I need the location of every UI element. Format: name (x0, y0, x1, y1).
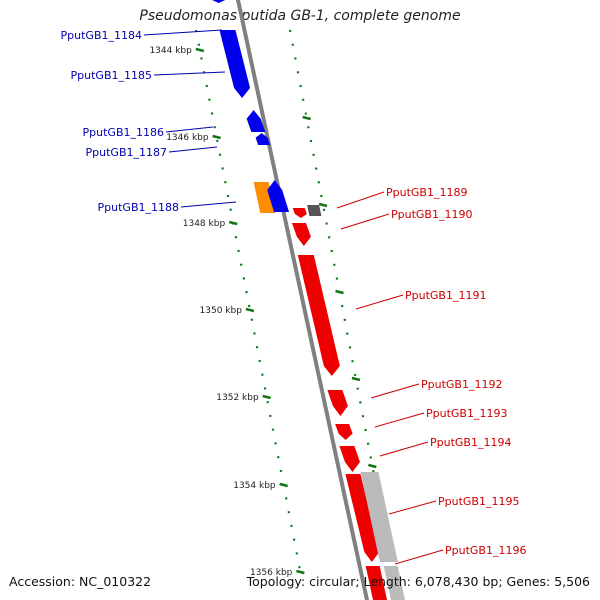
gene-label[interactable]: PputGB1_1189 (386, 186, 467, 199)
gene-feature-pseudo[interactable] (360, 472, 398, 562)
tick-mark (245, 307, 255, 313)
tick-mark (351, 376, 361, 382)
tick-mark (262, 394, 271, 400)
gene-leader-line (180, 201, 237, 208)
tick-mark (296, 569, 305, 575)
gene-label[interactable]: PputGB1_1195 (438, 495, 519, 508)
topology-summary: Topology: circular; Length: 6,078,430 bp… (246, 574, 590, 589)
tick-mark (302, 115, 311, 121)
tick-label: 1344 kbp (149, 46, 192, 56)
tick-mark (212, 134, 221, 140)
gene-feature-forward[interactable] (255, 133, 271, 145)
backbone-axis (235, 0, 370, 600)
gene-leader-line (379, 441, 429, 457)
gene-feature-reverse[interactable] (327, 390, 348, 416)
gene-feature-forward[interactable] (246, 110, 266, 132)
tick-mark (279, 482, 288, 488)
tick-label: 1350 kbp (200, 306, 243, 316)
gene-leader-line (165, 126, 214, 133)
gene-leader-line (143, 29, 223, 36)
gene-feature-reverse[interactable] (339, 446, 360, 472)
gene-feature-dark[interactable] (307, 205, 322, 216)
gene-feature-pseudo[interactable] (383, 566, 405, 600)
gene-label[interactable]: PputGB1_1188 (98, 201, 179, 214)
gene-leader-line (374, 412, 425, 428)
accession-text: Accession: NC_010322 (9, 574, 152, 589)
gene-label[interactable]: PputGB1_1192 (421, 378, 502, 391)
gene-feature-forward[interactable] (219, 30, 251, 98)
gene-label[interactable]: PputGB1_1186 (83, 126, 164, 139)
gene-leader-line (388, 500, 437, 515)
gene-leader-line (355, 294, 404, 310)
gene-label[interactable]: PputGB1_1191 (405, 289, 486, 302)
tick-label: 1346 kbp (166, 133, 209, 143)
gene-leader-line (336, 191, 385, 209)
gene-leader-line (168, 146, 218, 153)
gene-label[interactable]: PputGB1_1185 (71, 69, 152, 82)
gene-label[interactable]: PputGB1_1196 (445, 544, 526, 557)
tick-mark (318, 202, 328, 208)
tick-label: 1352 kbp (216, 393, 259, 403)
gene-leader-line (394, 549, 444, 565)
tick-mark (335, 289, 344, 295)
gene-label[interactable]: PputGB1_1194 (430, 436, 511, 449)
gene-feature-forward[interactable] (210, 0, 226, 3)
tick-mark (228, 220, 238, 226)
tick-mark (368, 463, 377, 469)
tick-label: 1348 kbp (183, 219, 226, 229)
gene-feature-reverse[interactable] (345, 474, 380, 562)
gene-feature-reverse[interactable] (291, 223, 311, 246)
gene-label[interactable]: PputGB1_1187 (86, 146, 167, 159)
gene-leader-line (153, 71, 226, 76)
map-title: Pseudomonas putida GB-1, complete genome (139, 8, 461, 24)
gene-label[interactable]: PputGB1_1190 (391, 208, 472, 221)
tick-label: 1356 kbp (250, 568, 293, 578)
gene-feature-reverse[interactable] (292, 208, 307, 218)
gene-feature-forward[interactable] (267, 180, 290, 212)
gene-feature-reverse[interactable] (335, 424, 353, 440)
tick-mark (195, 47, 205, 53)
gene-leader-line (340, 213, 390, 230)
gene-feature-reverse[interactable] (297, 255, 340, 376)
gene-label[interactable]: PputGB1_1193 (426, 407, 507, 420)
gene-label[interactable]: PputGB1_1184 (61, 29, 142, 42)
gene-leader-line (370, 383, 420, 399)
tick-label: 1354 kbp (233, 481, 276, 491)
gene-feature-reverse[interactable] (365, 566, 387, 600)
